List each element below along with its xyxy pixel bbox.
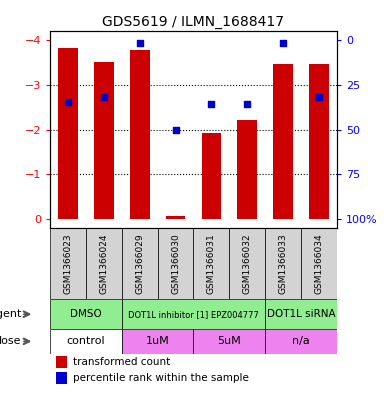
- Bar: [122, 329, 193, 354]
- Text: DOT1L siRNA: DOT1L siRNA: [267, 309, 335, 319]
- Text: percentile rank within the sample: percentile rank within the sample: [73, 373, 249, 383]
- Bar: [122, 228, 157, 299]
- Text: GSM1366034: GSM1366034: [315, 233, 323, 294]
- Bar: [50, 299, 122, 329]
- Bar: [193, 329, 265, 354]
- Bar: [157, 228, 194, 299]
- Bar: [50, 228, 86, 299]
- Text: agent: agent: [0, 309, 22, 319]
- Title: GDS5619 / ILMN_1688417: GDS5619 / ILMN_1688417: [102, 15, 285, 29]
- Text: GSM1366024: GSM1366024: [99, 233, 108, 294]
- Text: 5uM: 5uM: [218, 336, 241, 346]
- Text: 1uM: 1uM: [146, 336, 169, 346]
- Point: [172, 127, 179, 133]
- Text: GSM1366033: GSM1366033: [279, 233, 288, 294]
- Bar: [238, 120, 257, 219]
- Bar: [94, 62, 114, 219]
- Bar: [50, 329, 122, 354]
- Text: GSM1366030: GSM1366030: [171, 233, 180, 294]
- Text: n/a: n/a: [292, 336, 310, 346]
- Text: DOT1L inhibitor [1] EPZ004777: DOT1L inhibitor [1] EPZ004777: [128, 310, 259, 319]
- Bar: [201, 133, 221, 219]
- Bar: [58, 48, 78, 219]
- Point: [65, 99, 71, 105]
- Point: [316, 94, 322, 101]
- Bar: [265, 299, 337, 329]
- Bar: [265, 228, 301, 299]
- Text: DMSO: DMSO: [70, 309, 102, 319]
- Bar: [301, 228, 337, 299]
- Point: [137, 39, 143, 46]
- Text: control: control: [67, 336, 105, 346]
- Bar: [56, 372, 67, 384]
- Point: [208, 101, 214, 107]
- Point: [244, 101, 250, 107]
- Bar: [86, 228, 122, 299]
- Bar: [130, 50, 149, 219]
- Text: dose: dose: [0, 336, 22, 346]
- Point: [101, 94, 107, 101]
- Bar: [309, 64, 329, 219]
- Bar: [122, 299, 265, 329]
- Text: GSM1366023: GSM1366023: [64, 233, 72, 294]
- Text: transformed count: transformed count: [73, 357, 170, 367]
- Bar: [265, 329, 337, 354]
- Point: [280, 39, 286, 46]
- Bar: [166, 217, 186, 219]
- Text: GSM1366029: GSM1366029: [135, 233, 144, 294]
- Bar: [193, 228, 229, 299]
- Bar: [229, 228, 265, 299]
- Text: GSM1366032: GSM1366032: [243, 233, 252, 294]
- Text: GSM1366031: GSM1366031: [207, 233, 216, 294]
- Bar: [273, 64, 293, 219]
- Bar: [56, 356, 67, 368]
